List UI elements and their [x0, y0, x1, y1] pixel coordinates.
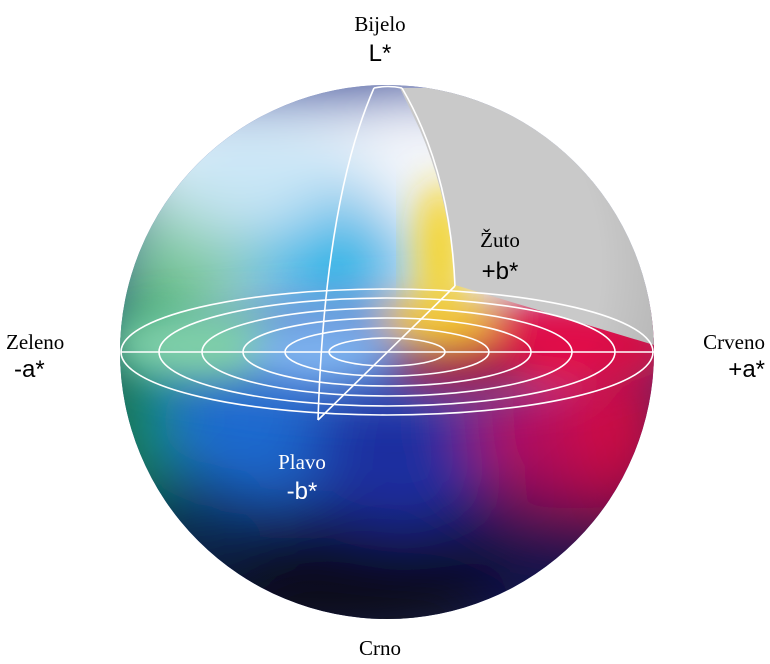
label-red: Crveno [703, 330, 765, 354]
label-white: Bijelo [354, 12, 406, 36]
label-blue: Plavo [278, 450, 326, 474]
label-negative-b-axis: -b* [286, 478, 318, 505]
label-yellow: Žuto [480, 228, 520, 252]
label-positive-a-axis: +a* [728, 356, 765, 383]
label-black: Crno [359, 636, 401, 660]
sphere-grid-lines [120, 85, 654, 421]
label-negative-a-axis: -a* [14, 356, 45, 383]
sphere-fill [120, 85, 654, 619]
label-green: Zeleno [6, 330, 65, 354]
label-positive-b-axis: +b* [481, 258, 519, 285]
label-lightness-axis: L* [368, 40, 392, 67]
